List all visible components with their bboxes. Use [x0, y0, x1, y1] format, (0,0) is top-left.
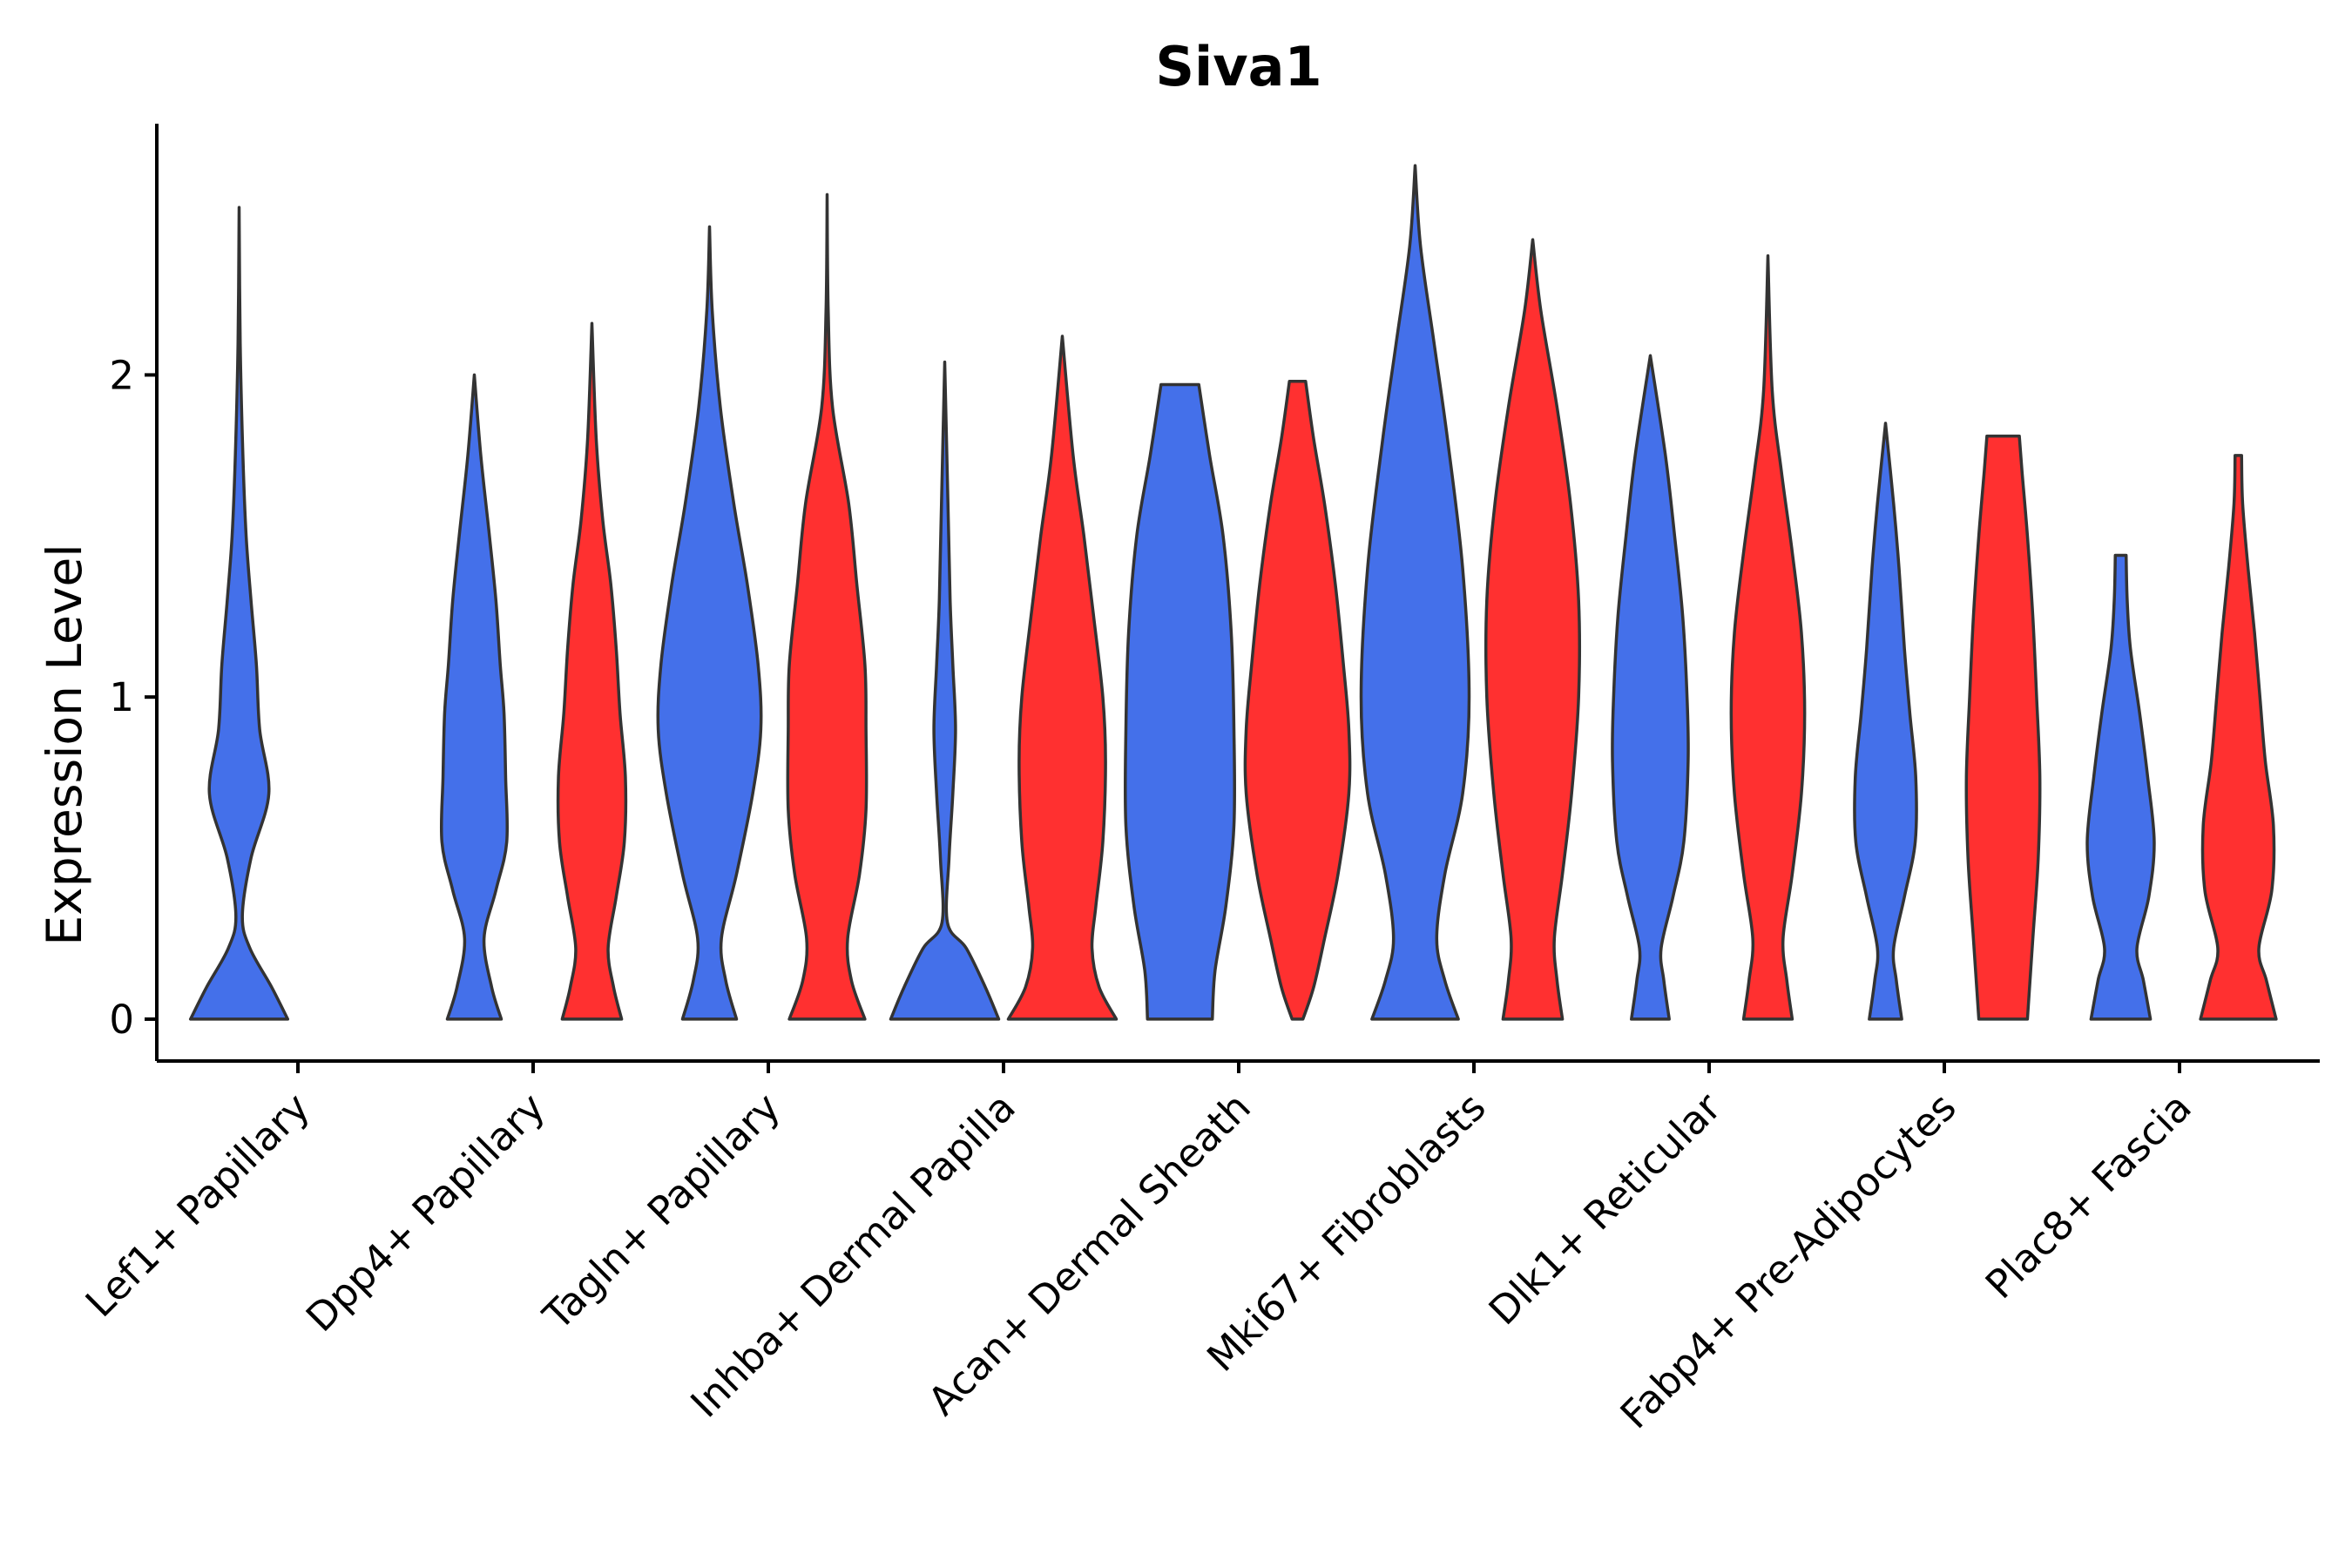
x-tick-label: Dpp4+ Papillary	[297, 1084, 554, 1341]
chart-title: Siva1	[1155, 35, 1321, 98]
violin-group2-9	[2199, 454, 2278, 1021]
violin-group1-6	[1359, 164, 1471, 1021]
violin-group1-9	[2085, 553, 2156, 1021]
y-tick-label: 1	[109, 674, 134, 720]
violin-group2-8	[1964, 434, 2042, 1021]
x-tick-label: Tagln+ Papillary	[534, 1084, 789, 1339]
violin-group2-2	[556, 321, 628, 1021]
x-tick-label: Lef1+ Papillary	[77, 1084, 319, 1326]
y-tick-label: 0	[109, 997, 134, 1043]
violin-group1-5	[1123, 382, 1237, 1021]
violin-group1-7	[1611, 354, 1690, 1021]
violin-group2-5	[1243, 380, 1352, 1021]
violin-group1-2	[439, 373, 510, 1021]
violin-group1-3	[656, 225, 763, 1021]
x-tick-label: Plac8+ Fascia	[1977, 1084, 2200, 1308]
y-axis-label: Expression Level	[37, 544, 92, 945]
violin-group1-4	[889, 360, 1001, 1021]
y-tick-label: 2	[109, 352, 134, 398]
violin-group2-6	[1484, 238, 1582, 1021]
violin-group2-7	[1729, 253, 1807, 1021]
violin-group1-8	[1853, 422, 1918, 1021]
violin-group2-4	[1006, 335, 1119, 1021]
violin-group1-1	[188, 206, 290, 1021]
x-tick-label: Dlk1+ Reticular	[1480, 1084, 1730, 1334]
y-axis-ticks: 0 1 2	[109, 352, 157, 1043]
violin-group2-3	[786, 193, 868, 1021]
violin-layer	[188, 164, 2278, 1021]
